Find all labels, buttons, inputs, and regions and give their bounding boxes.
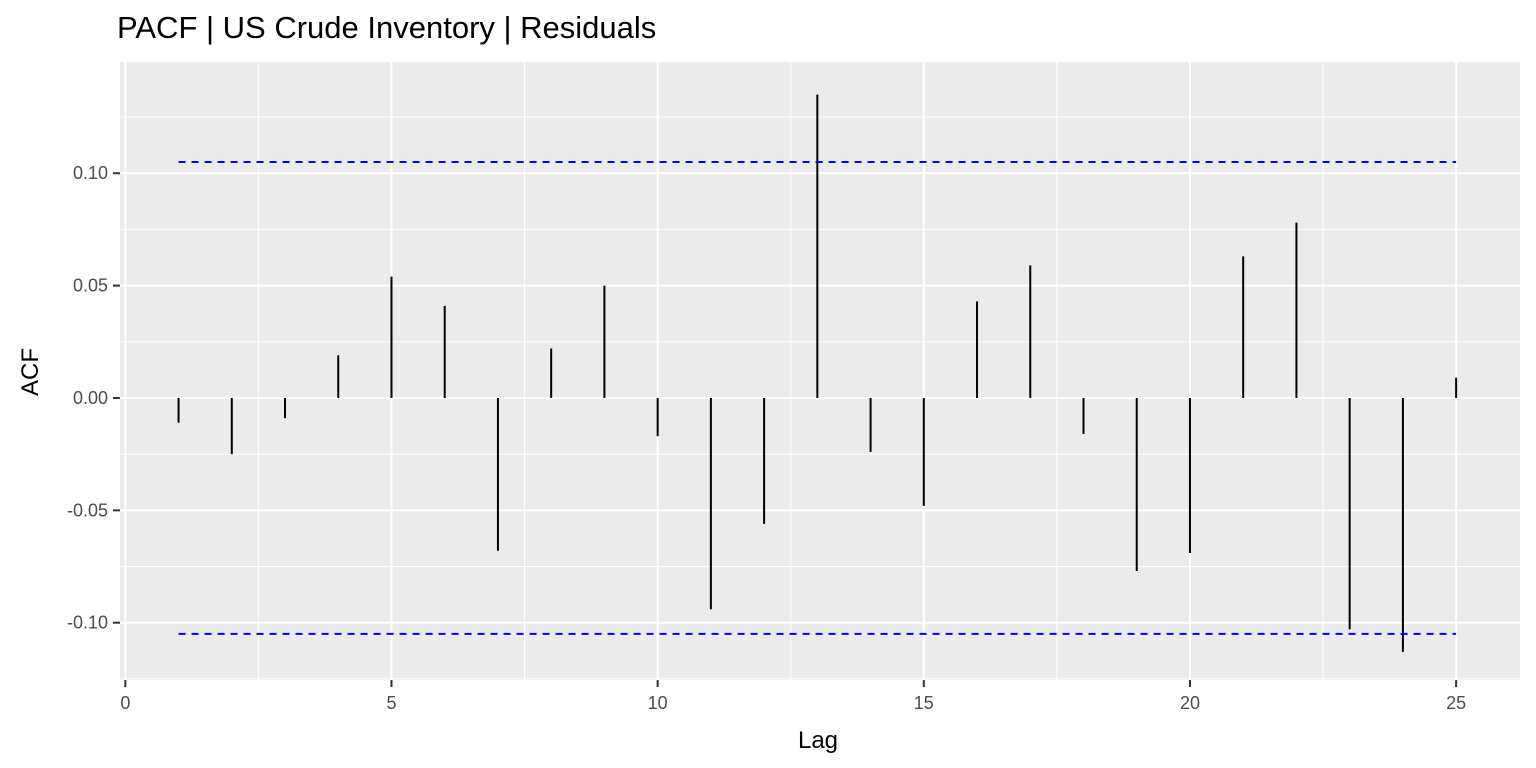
y-tick-label: -0.10 xyxy=(67,613,108,633)
x-tick-label: 15 xyxy=(914,693,934,713)
chart-title: PACF | US Crude Inventory | Residuals xyxy=(117,10,657,45)
plot-panel xyxy=(120,62,1520,680)
x-tick-label: 10 xyxy=(648,693,668,713)
y-tick-label: 0.00 xyxy=(73,388,108,408)
x-tick-label: 0 xyxy=(120,693,130,713)
confidence-bounds xyxy=(178,161,1457,635)
y-axis-title: ACF xyxy=(17,348,44,396)
x-axis-title: Lag xyxy=(798,727,838,754)
y-tick-label: -0.05 xyxy=(67,500,108,520)
acf-bars xyxy=(177,94,1458,652)
grid-minor xyxy=(120,62,1520,680)
y-tick-label: 0.10 xyxy=(73,163,108,183)
y-axis: -0.10 -0.05 0.00 0.05 0.10 xyxy=(67,163,120,633)
grid-major xyxy=(120,62,1520,680)
y-tick-label: 0.05 xyxy=(73,276,108,296)
x-tick-label: 25 xyxy=(1446,693,1466,713)
x-tick-label: 5 xyxy=(386,693,396,713)
x-axis: 0 5 10 15 20 25 xyxy=(120,680,1466,713)
x-tick-label: 20 xyxy=(1180,693,1200,713)
